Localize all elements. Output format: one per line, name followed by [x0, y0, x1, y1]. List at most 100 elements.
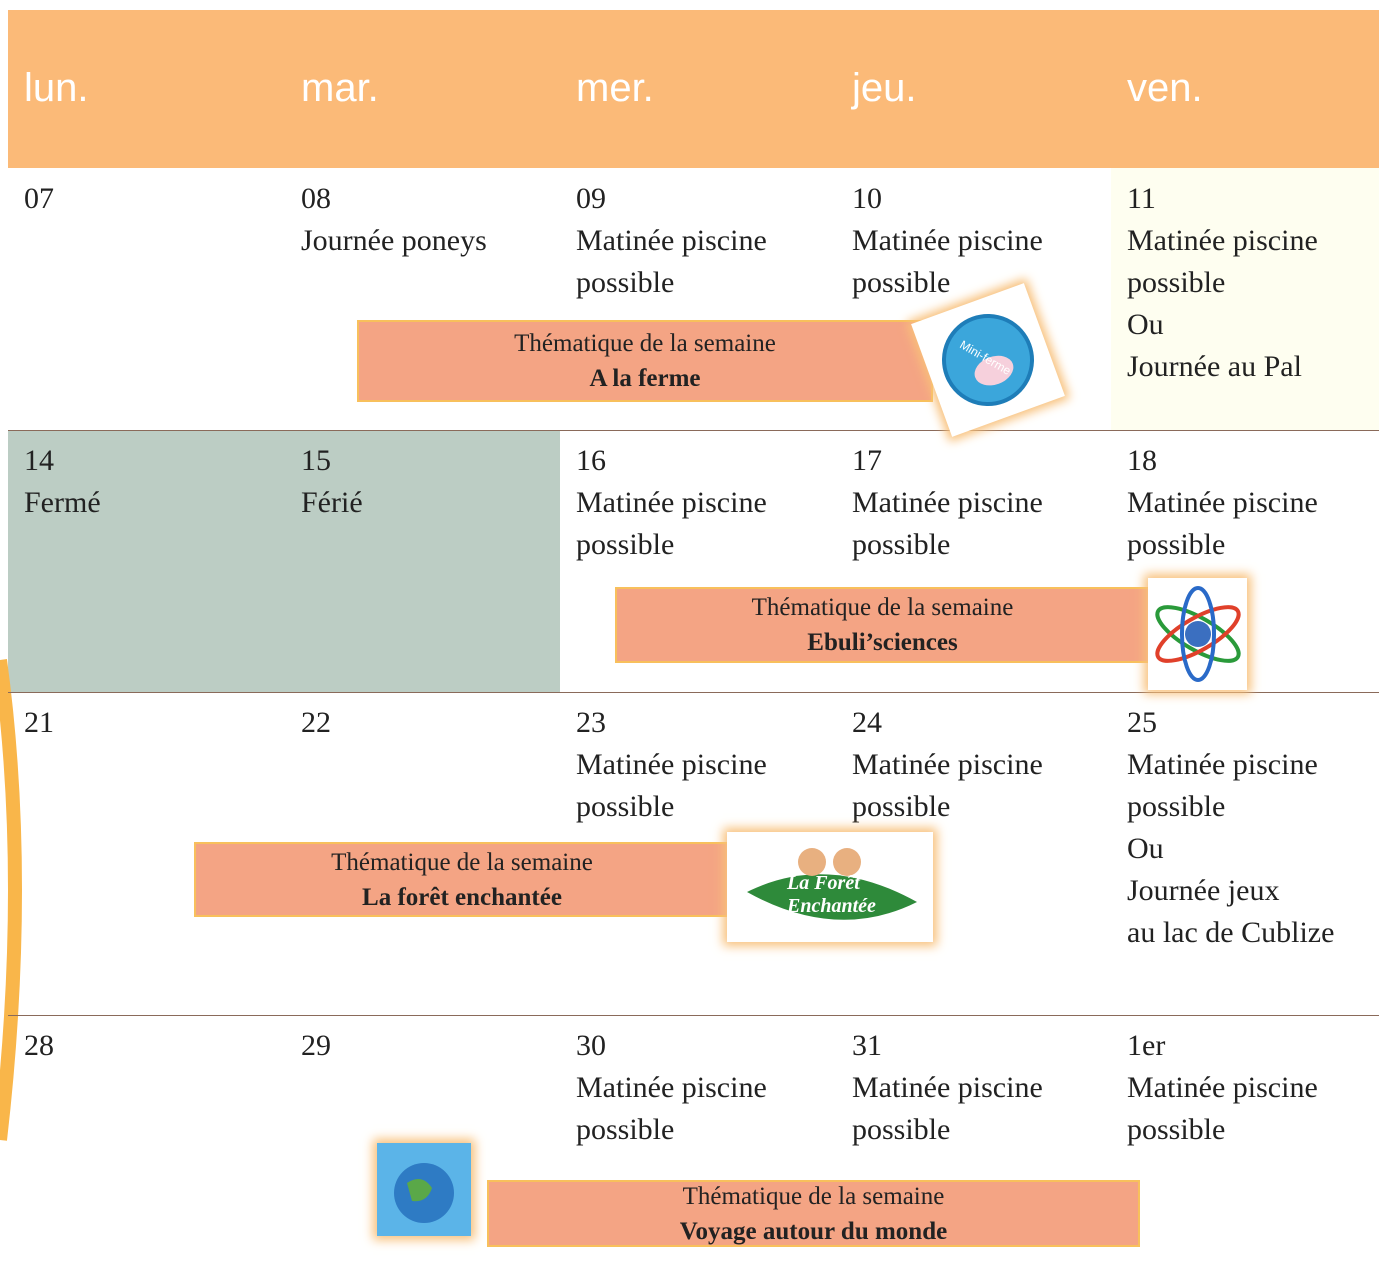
day-cell: 09 Matinée piscine possible — [576, 178, 767, 304]
cell-bg — [8, 430, 560, 692]
theme-box: Thématique de la semaine La forêt enchant… — [194, 842, 730, 917]
cell-text: Matinée piscine — [576, 748, 767, 781]
day-header: mer. — [576, 66, 654, 110]
theme-box: Thématique de la semaine Voyage autour du… — [487, 1180, 1140, 1247]
cell-text: Ou — [1127, 832, 1164, 865]
theme-label: Thématique de la semaine — [751, 594, 1014, 621]
day-number: 25 — [1127, 706, 1157, 739]
cell-text: possible — [1127, 1113, 1226, 1146]
theme-title: Ebuli’sciences — [807, 629, 958, 656]
day-number: 17 — [852, 444, 882, 477]
day-number: 29 — [301, 1029, 331, 1062]
cell-text: Matinée piscine — [852, 224, 1043, 257]
day-number: 24 — [852, 706, 882, 739]
day-number: 11 — [1127, 182, 1156, 215]
cell-text: Matinée piscine — [852, 748, 1043, 781]
theme-logo: Mini-ferme — [911, 283, 1065, 437]
theme-label: Thématique de la semaine — [514, 330, 776, 357]
logo-art — [942, 314, 1034, 406]
day-cell: 14 Fermé — [24, 440, 101, 524]
cell-text: Matinée piscine — [852, 1071, 1043, 1104]
cell-text: possible — [1127, 790, 1226, 823]
cell-text: Férié — [301, 486, 363, 519]
day-cell: 07 — [24, 178, 54, 220]
day-cell: 17 Matinée piscine possible — [852, 440, 1043, 566]
day-cell: 29 — [301, 1025, 331, 1067]
theme-title: A la ferme — [589, 365, 701, 392]
cell-text: Fermé — [24, 486, 101, 519]
cell-text: Matinée piscine — [852, 486, 1043, 519]
day-cell: 08 Journée poneys — [301, 178, 487, 262]
cell-text: possible — [852, 1113, 951, 1146]
row-separator — [8, 692, 1379, 693]
theme-box: Thématique de la semaine A la ferme — [357, 320, 933, 402]
logo-art — [377, 1143, 471, 1236]
row-separator — [8, 430, 1379, 431]
cell-text: possible — [852, 266, 951, 299]
day-cell: 28 — [24, 1025, 54, 1067]
cell-text: Matinée piscine — [576, 1071, 767, 1104]
day-number: 23 — [576, 706, 606, 739]
day-cell: 21 — [24, 702, 54, 744]
cell-text: Matinée piscine — [576, 486, 767, 519]
row-separator — [8, 1015, 1379, 1016]
cell-text: possible — [852, 790, 951, 823]
theme-logo: La Forêt Enchantée — [727, 832, 933, 942]
cell-text: possible — [576, 1113, 675, 1146]
cell-text: possible — [1127, 528, 1226, 561]
cell-text: au lac de Cublize — [1127, 916, 1335, 949]
day-header: jeu. — [852, 66, 917, 110]
decoration — [0, 659, 22, 1141]
cell-text: possible — [576, 790, 675, 823]
day-number: 14 — [24, 444, 54, 477]
theme-title: Voyage autour du monde — [679, 1217, 948, 1245]
day-cell: 11 Matinée piscine possible Ou Journée au Pa… — [1127, 178, 1318, 388]
day-cell: 24 Matinée piscine possible — [852, 702, 1043, 828]
day-number: 22 — [301, 706, 331, 739]
day-number: 21 — [24, 706, 54, 739]
day-cell: 10 Matinée piscine possible — [852, 178, 1043, 304]
cell-text: Journée jeux — [1127, 874, 1280, 907]
cell-text: possible — [1127, 266, 1226, 299]
cell-text: Matinée piscine — [1127, 486, 1318, 519]
cell-text: Matinée piscine — [1127, 224, 1318, 257]
day-cell: 31 Matinée piscine possible — [852, 1025, 1043, 1151]
day-number: 08 — [301, 182, 331, 215]
day-cell: 16 Matinée piscine possible — [576, 440, 767, 566]
day-number: 1er — [1127, 1029, 1166, 1062]
day-cell: 25 Matinée piscine possible Ou Journée jeux a… — [1127, 702, 1334, 954]
cell-text: possible — [852, 528, 951, 561]
day-cell: 1er Matinée piscine possible — [1127, 1025, 1318, 1151]
cell-text: Journée au Pal — [1127, 350, 1302, 383]
day-header: ven. — [1127, 66, 1203, 110]
theme-label: Thématique de la semaine — [331, 848, 593, 876]
cell-text: possible — [576, 266, 675, 299]
day-cell: 18 Matinée piscine possible — [1127, 440, 1318, 566]
theme-box: Thématique de la semaine Ebuli’sciences — [615, 587, 1150, 663]
day-number: 10 — [852, 182, 882, 215]
day-header: mar. — [301, 66, 379, 110]
cell-text: Matinée piscine — [1127, 748, 1318, 781]
cell-text: Ou — [1127, 308, 1164, 341]
logo-art — [747, 848, 917, 920]
theme-logo — [377, 1143, 471, 1236]
header-band — [8, 10, 1379, 168]
day-number: 15 — [301, 444, 331, 477]
day-number: 16 — [576, 444, 606, 477]
theme-title: La forêt enchantée — [362, 883, 562, 911]
cell-text: Matinée piscine — [1127, 1071, 1318, 1104]
day-number: 31 — [852, 1029, 882, 1062]
day-number: 09 — [576, 182, 606, 215]
day-number: 28 — [24, 1029, 54, 1062]
cell-text: Matinée piscine — [576, 224, 767, 257]
day-header: lun. — [24, 66, 89, 110]
cell-text: possible — [576, 528, 675, 561]
cell-text: Journée poneys — [301, 224, 487, 257]
day-number: 07 — [24, 182, 54, 215]
day-cell: 22 — [301, 702, 331, 744]
day-cell: 30 Matinée piscine possible — [576, 1025, 767, 1151]
theme-logo — [1148, 578, 1247, 690]
day-number: 30 — [576, 1029, 606, 1062]
cell-bg — [1111, 168, 1379, 430]
